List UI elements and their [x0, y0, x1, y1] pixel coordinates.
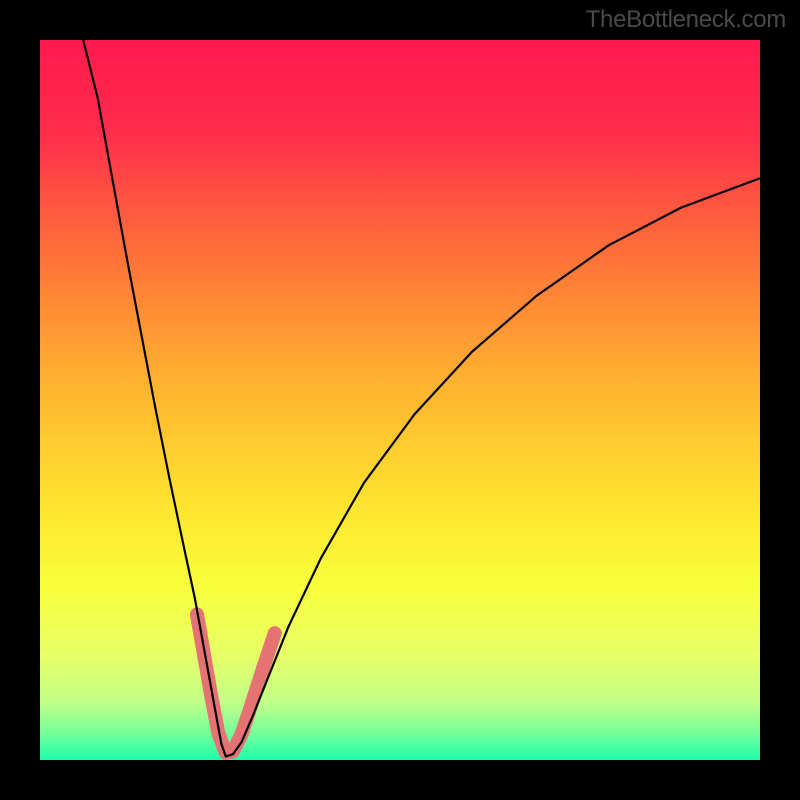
watermark-text: TheBottleneck.com [586, 6, 786, 34]
bottleneck-curve [83, 40, 760, 756]
curve-layer [40, 40, 760, 760]
plot-area [40, 40, 760, 760]
minimum-highlight-segment [197, 615, 275, 753]
